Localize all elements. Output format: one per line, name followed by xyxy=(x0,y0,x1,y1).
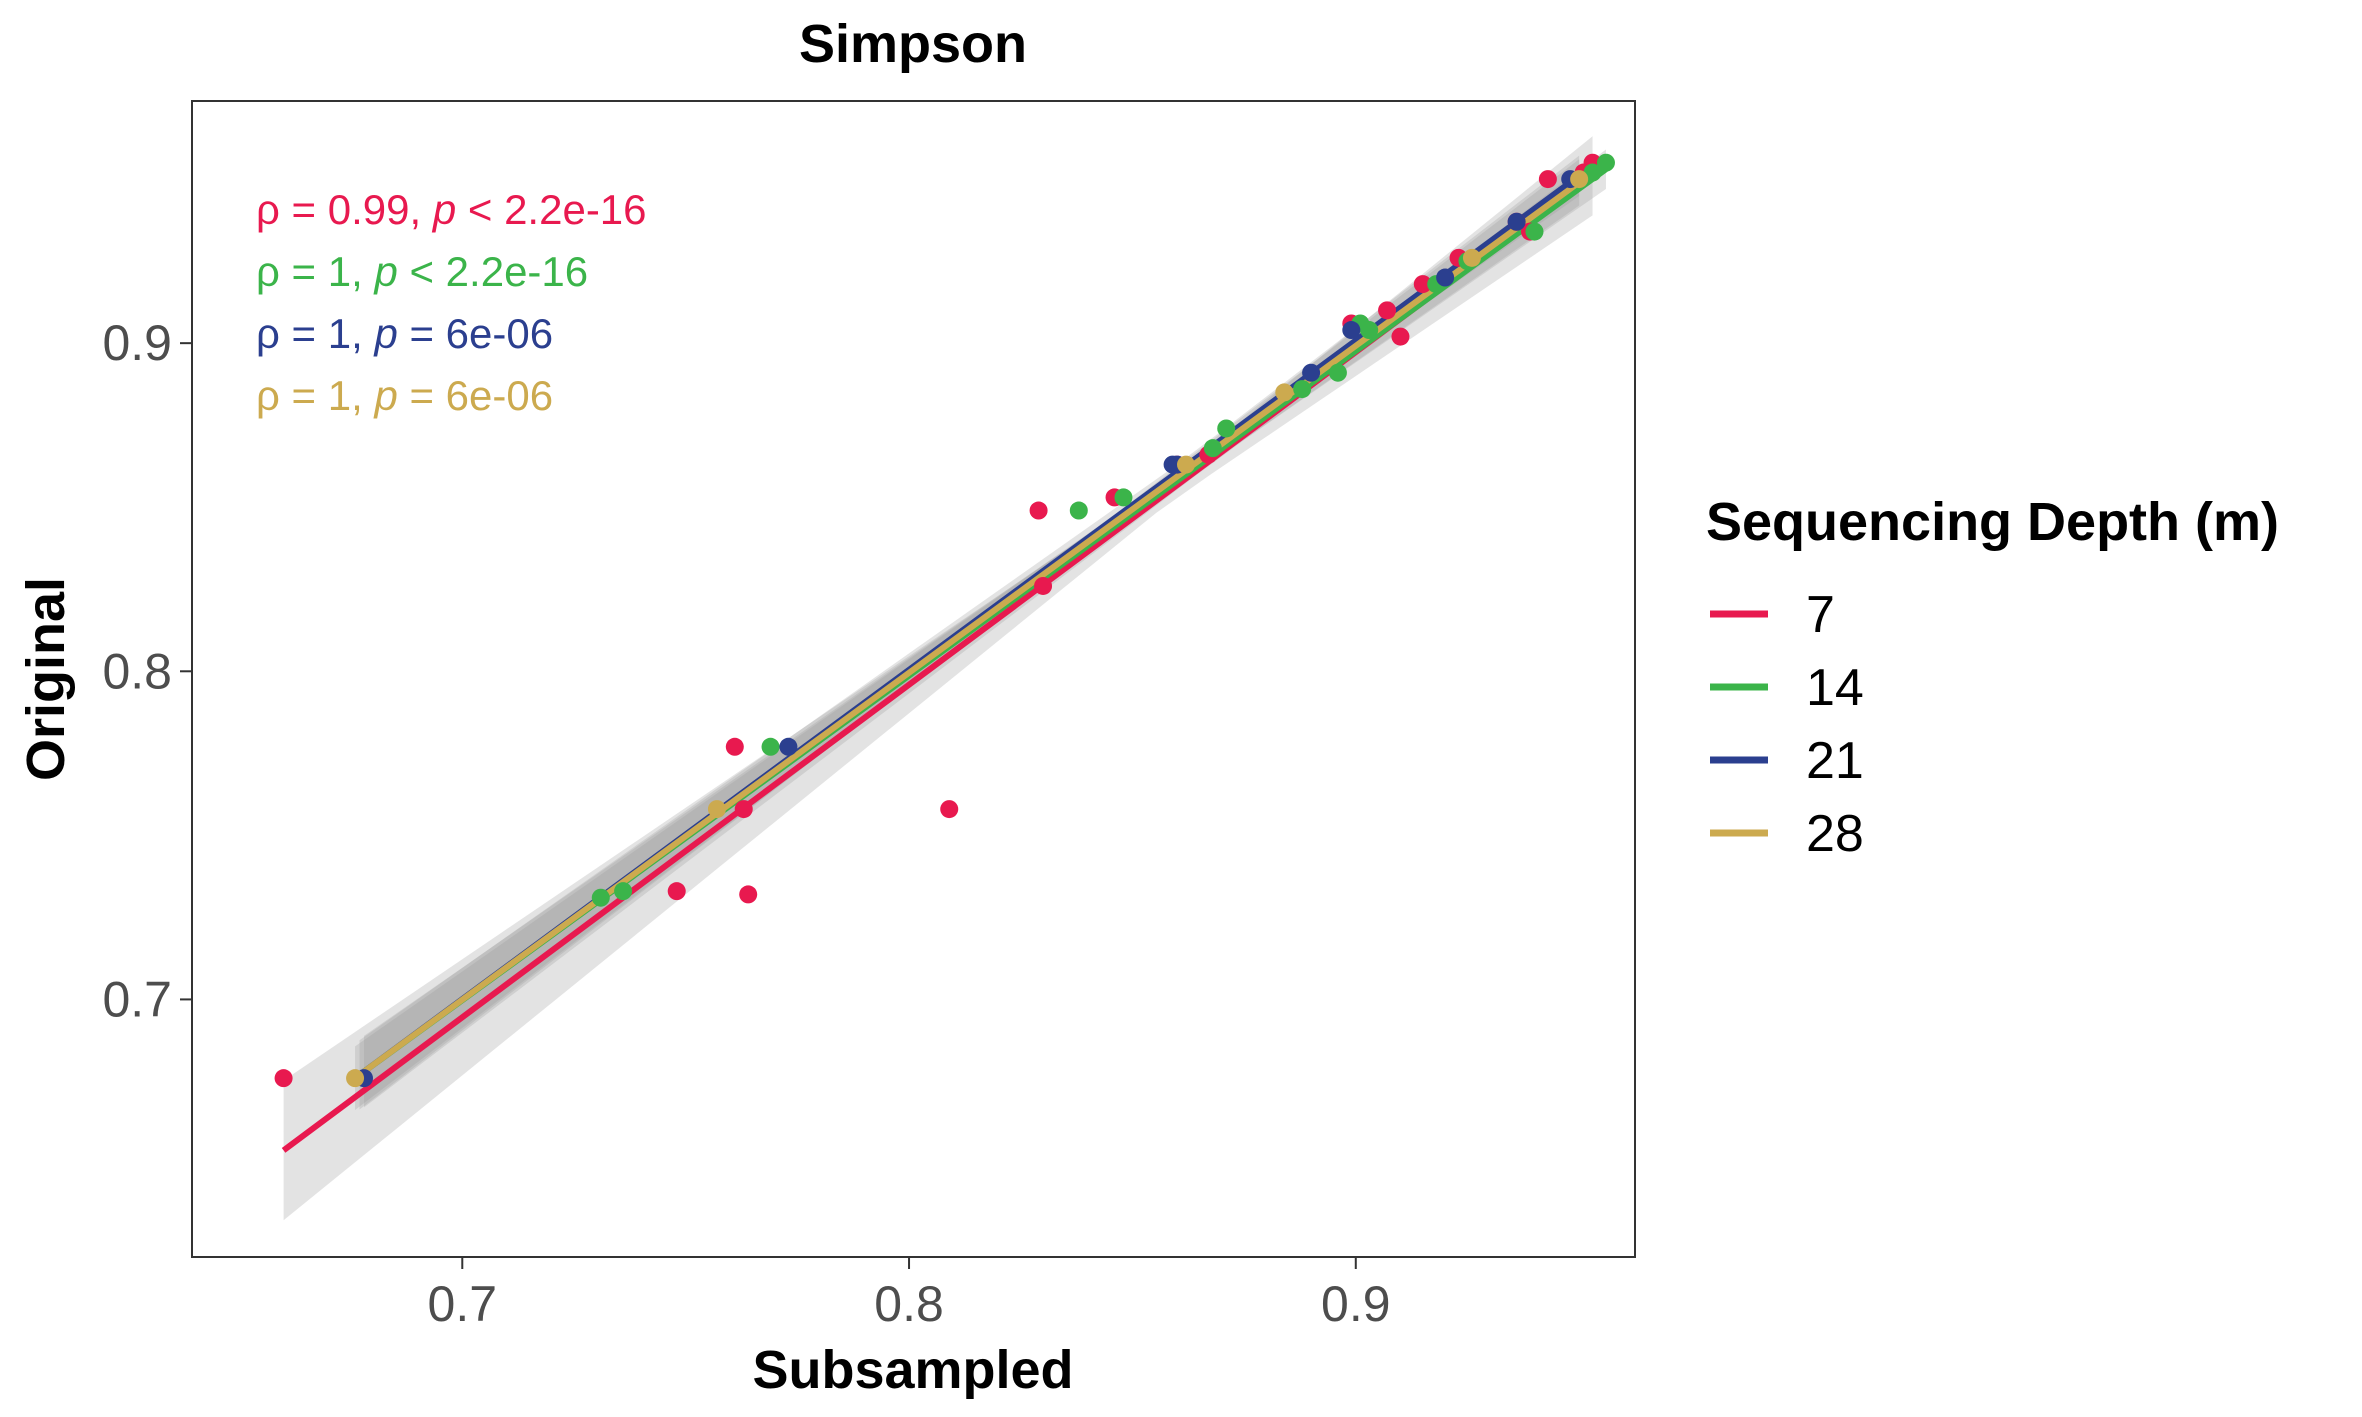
data-point-28 xyxy=(1462,248,1481,267)
y-axis-title: Original xyxy=(16,577,76,781)
legend: 7 14 21 28 xyxy=(1710,586,1864,863)
data-point-layer xyxy=(274,153,1615,1088)
stat-label-7: ρ = 0.99, p < 2.2e-16 xyxy=(256,186,647,233)
data-point-21 xyxy=(779,737,798,756)
plot-panel-border xyxy=(191,100,1636,1258)
x-axis-ticks: 0.7 0.8 0.9 xyxy=(428,1257,1391,1332)
y-tick-label: 0.8 xyxy=(102,643,172,699)
legend-label-28: 28 xyxy=(1806,805,1864,863)
data-point-14 xyxy=(1360,321,1379,340)
data-point-28 xyxy=(346,1069,365,1088)
data-point-21 xyxy=(1507,212,1526,231)
stat-label-21: ρ = 1, p = 6e-06 xyxy=(256,310,553,357)
y-tick-label: 0.9 xyxy=(102,315,172,371)
data-point-14 xyxy=(1525,222,1544,241)
data-point-21 xyxy=(1302,363,1321,382)
data-point-14 xyxy=(1583,163,1602,182)
data-point-7 xyxy=(734,800,753,819)
x-axis-title: Subsampled xyxy=(752,1340,1073,1400)
data-point-14 xyxy=(1328,363,1347,382)
data-point-21 xyxy=(1342,321,1361,340)
data-point-7 xyxy=(274,1069,293,1088)
data-point-28 xyxy=(1570,170,1589,189)
data-point-28 xyxy=(1177,455,1196,474)
y-axis-ticks: 0.7 0.8 0.9 xyxy=(102,315,192,1027)
data-point-14 xyxy=(1114,488,1133,507)
legend-label-7: 7 xyxy=(1806,586,1835,644)
legend-title: Sequencing Depth (m) xyxy=(1706,492,2279,552)
data-point-14 xyxy=(1069,501,1088,520)
data-point-21 xyxy=(1436,268,1455,287)
y-tick-label: 0.7 xyxy=(102,971,172,1027)
data-point-14 xyxy=(1293,380,1312,399)
data-point-14 xyxy=(1203,439,1222,458)
legend-label-14: 14 xyxy=(1806,659,1864,717)
data-point-7 xyxy=(1413,275,1432,294)
data-point-7 xyxy=(940,800,959,819)
data-point-7 xyxy=(667,882,686,901)
data-point-14 xyxy=(1217,419,1236,438)
data-point-7 xyxy=(1034,576,1053,595)
x-tick-label: 0.9 xyxy=(1321,1276,1391,1332)
data-point-7 xyxy=(1378,301,1397,320)
data-point-14 xyxy=(1596,153,1615,172)
data-point-14 xyxy=(591,888,610,907)
chart-title: Simpson xyxy=(799,14,1027,74)
stat-label-14: ρ = 1, p < 2.2e-16 xyxy=(256,248,588,295)
stat-label-28: ρ = 1, p = 6e-06 xyxy=(256,372,553,419)
data-point-14 xyxy=(614,882,633,901)
data-point-7 xyxy=(725,737,744,756)
x-tick-label: 0.7 xyxy=(428,1276,498,1332)
data-point-28 xyxy=(707,800,726,819)
data-point-14 xyxy=(761,737,780,756)
data-point-28 xyxy=(1275,383,1294,402)
data-point-7 xyxy=(1029,501,1048,520)
data-point-7 xyxy=(1538,170,1557,189)
correlation-annotation-layer: ρ = 0.99, p < 2.2e-16 ρ = 1, p < 2.2e-16 ρ… xyxy=(256,186,647,419)
data-point-7 xyxy=(739,885,758,904)
x-tick-label: 0.8 xyxy=(874,1276,944,1332)
legend-label-21: 21 xyxy=(1806,732,1864,790)
data-point-7 xyxy=(1391,327,1410,346)
